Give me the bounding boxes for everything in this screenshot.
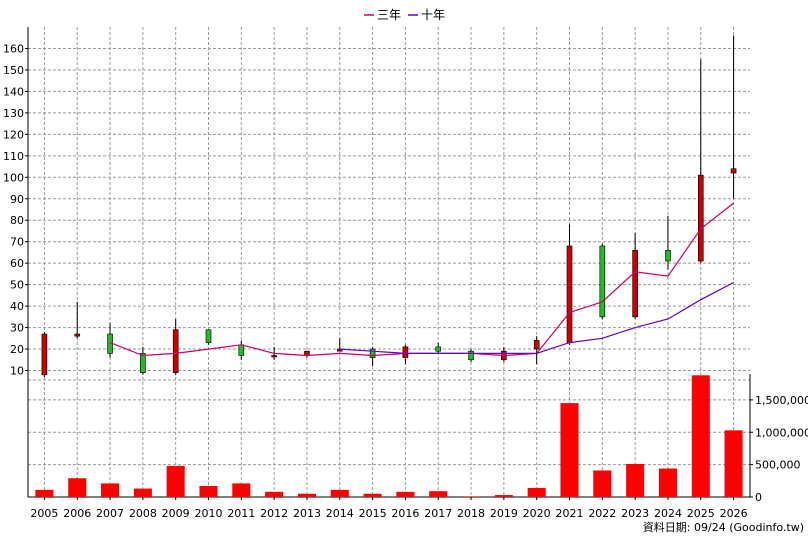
legend: 三年 十年: [364, 8, 445, 22]
volume-bar: [626, 463, 645, 497]
candle-body: [369, 348, 376, 358]
x-tick-label: 2023: [621, 507, 649, 520]
candle-body: [238, 344, 245, 356]
x-tick-label: 2016: [391, 507, 419, 520]
x-tick-label: 2019: [490, 507, 518, 520]
volume-bar: [330, 489, 349, 497]
volume-tick-label: 0: [755, 491, 762, 504]
volume-bar: [35, 489, 54, 497]
volume-tick-label: 1,500,000: [755, 394, 808, 407]
candle-body: [730, 168, 737, 174]
volume-bar: [133, 488, 152, 497]
candle-body: [435, 346, 442, 352]
volume-bar: [527, 487, 546, 497]
x-tick-label: 2015: [359, 507, 387, 520]
x-tick-label: 2020: [523, 507, 551, 520]
x-tick-label: 2008: [129, 507, 157, 520]
volume-bar: [363, 493, 382, 497]
price-axis: 10 20 30 40 50 60 70 80 90 100 110 120 130 140 150 160: [3, 27, 29, 497]
legend-label-3yr: 三年: [377, 8, 401, 22]
x-tick-label: 2007: [96, 507, 124, 520]
price-tick-label: 90: [10, 193, 24, 206]
price-tick-label: 80: [10, 214, 24, 227]
volume-bar: [265, 491, 284, 497]
candle-body: [205, 329, 212, 343]
x-axis: 2005 2006 2007 2008 2009 2010 2011 2012 2013 2014…: [30, 497, 748, 520]
candle-body: [140, 353, 146, 373]
volume-bar: [494, 495, 513, 497]
moving-average-lines: [109, 202, 734, 357]
candle-body: [402, 346, 409, 358]
price-tick-label: 110: [3, 150, 24, 163]
x-tick-label: 2026: [720, 507, 748, 520]
candle-body: [697, 174, 704, 262]
x-tick-label: 2010: [195, 507, 223, 520]
volume-bar: [297, 493, 316, 497]
x-tick-label: 2006: [63, 507, 91, 520]
volume-bar: [101, 483, 120, 497]
candle-body: [336, 348, 343, 352]
candle-body: [632, 249, 638, 318]
x-tick-label: 2012: [260, 507, 288, 520]
x-tick-label: 2011: [227, 507, 255, 520]
candle-body: [172, 329, 179, 373]
price-grid: [28, 27, 750, 497]
volume-bar: [658, 468, 677, 497]
candle-body: [271, 355, 277, 358]
candle-body: [599, 245, 606, 318]
price-tick-label: 150: [3, 64, 24, 77]
volume-bar: [691, 375, 710, 497]
candle-body: [533, 340, 540, 350]
volume-bar: [68, 478, 87, 497]
x-tick-label: 2014: [326, 507, 354, 520]
candle-body: [468, 350, 474, 361]
price-tick-label: 100: [3, 171, 24, 184]
x-tick-label: 2009: [162, 507, 190, 520]
volume-axis: 0 500,000 1,000,000 1,500,000: [28, 374, 808, 504]
volume-grid: [28, 379, 750, 466]
price-tick-label: 40: [10, 300, 24, 313]
price-tick-label: 70: [10, 236, 24, 249]
ma-10yr-line: [339, 281, 734, 354]
volume-bar: [724, 430, 743, 497]
price-tick-label: 20: [10, 343, 24, 356]
volume-bar: [462, 496, 481, 497]
x-tick-label: 2024: [654, 507, 682, 520]
volume-bar: [232, 483, 251, 497]
volume-tick-label: 1,000,000: [755, 426, 808, 439]
x-tick-label: 2022: [588, 507, 616, 520]
volume-bar: [560, 403, 579, 497]
volume-bar: [593, 470, 612, 497]
x-tick-label: 2017: [424, 507, 452, 520]
price-tick-label: 30: [10, 322, 24, 335]
candle-body: [41, 333, 48, 376]
price-tick-label: 140: [3, 85, 24, 98]
volume-bar: [199, 485, 218, 497]
price-tick-label: 130: [3, 107, 24, 120]
footer-source: 資料日期: 09/24 (Goodinfo.tw): [643, 520, 804, 534]
price-tick-label: 10: [10, 365, 24, 378]
price-tick-label: 50: [10, 279, 24, 292]
volume-bars: [35, 375, 743, 497]
price-tick-label: 160: [3, 42, 24, 55]
x-tick-label: 2025: [687, 507, 715, 520]
x-tick-label: 2013: [293, 507, 321, 520]
volume-bar: [396, 491, 415, 497]
x-tick-label: 2018: [457, 507, 485, 520]
x-tick-label: 2005: [30, 507, 58, 520]
candle-body: [566, 245, 573, 343]
candle-body: [665, 249, 671, 262]
candles: [41, 35, 737, 377]
volume-bar: [166, 465, 185, 497]
price-tick-label: 120: [3, 128, 24, 141]
legend-label-10yr: 十年: [421, 8, 445, 22]
volume-tick-label: 500,000: [755, 459, 801, 472]
ma-3yr-line: [109, 202, 734, 357]
candle-body: [74, 333, 81, 337]
x-tick-label: 2021: [556, 507, 584, 520]
volume-bar: [429, 491, 448, 497]
price-tick-label: 60: [10, 257, 24, 270]
